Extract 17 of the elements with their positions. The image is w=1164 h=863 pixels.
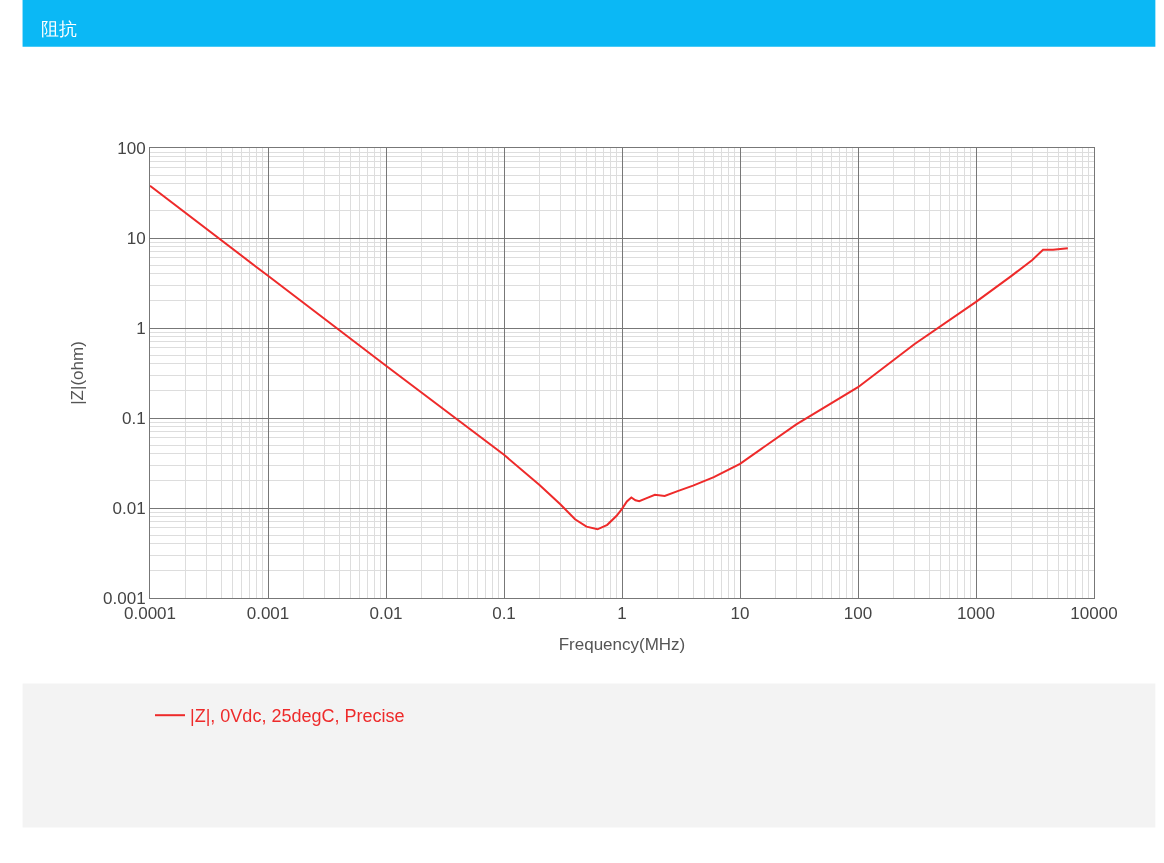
x-tick-label: 1 bbox=[617, 604, 627, 624]
x-tick-label: 0.001 bbox=[246, 604, 290, 624]
x-tick-label: 0.01 bbox=[369, 604, 403, 624]
legend-label: |Z|, 0Vdc, 25degC, Precise bbox=[190, 706, 405, 727]
chart-title: 阻抗 bbox=[40, 18, 77, 39]
y-tick-label: 10 bbox=[126, 228, 146, 248]
x-tick-label: 1000 bbox=[957, 604, 995, 624]
x-axis-title: Frequency(MHz) bbox=[558, 634, 686, 654]
x-tick-label: 10 bbox=[730, 604, 750, 624]
y-tick-label: 100 bbox=[117, 138, 146, 158]
x-tick-label: 10000 bbox=[1070, 604, 1118, 624]
y-tick-label: 0.01 bbox=[112, 498, 146, 518]
y-tick-label: 1 bbox=[136, 318, 146, 338]
x-tick-label: 0.1 bbox=[492, 604, 516, 624]
x-tick-label: 100 bbox=[843, 604, 873, 624]
y-axis-title: |Z|(ohm) bbox=[67, 341, 87, 405]
y-tick-label: 0.1 bbox=[121, 408, 146, 428]
